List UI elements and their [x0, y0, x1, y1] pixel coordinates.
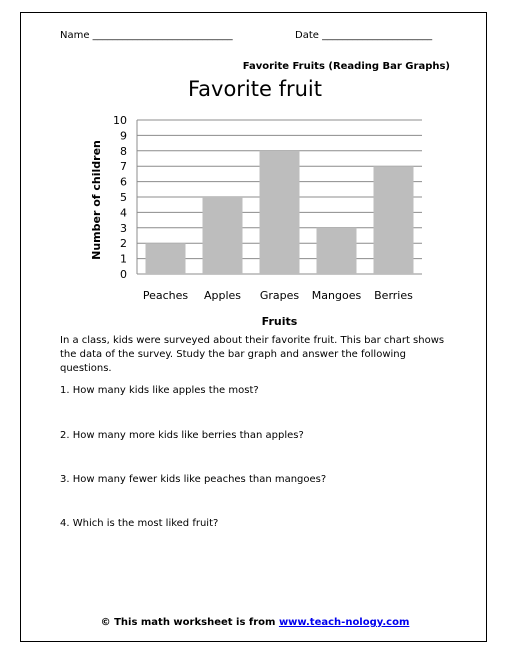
x-tick-label: Berries: [374, 289, 413, 302]
y-axis-label: Number of children: [90, 140, 103, 260]
question-1: 1. How many kids like apples the most?: [60, 385, 259, 396]
y-tick-label: 8: [120, 145, 127, 158]
y-tick-label: 1: [120, 253, 127, 266]
worksheet-border: [20, 12, 487, 642]
y-tick-label: 0: [120, 268, 127, 281]
y-tick-label: 2: [120, 237, 127, 250]
y-tick-label: 4: [120, 206, 127, 219]
intro-paragraph: In a class, kids were surveyed about the…: [60, 335, 445, 374]
question-2: 2. How many more kids like berries than …: [60, 430, 304, 441]
y-tick-label: 9: [120, 129, 127, 142]
x-axis-label: Fruits: [262, 315, 298, 328]
bar-berries: [373, 166, 414, 274]
bar-chart: 0 1 2 3 4 5 6 7 8 9 10 Peaches Apples Grapes Mangoes Be…: [90, 114, 422, 328]
y-tick-label: 5: [120, 191, 127, 204]
y-tick-label: 7: [120, 160, 127, 173]
x-tick-label: Mangoes: [312, 289, 362, 302]
date-field-label: Date ______________________: [295, 30, 433, 41]
x-tick-label: Grapes: [260, 289, 300, 302]
y-tick-label: 3: [120, 222, 127, 235]
bar-peaches: [145, 243, 186, 274]
question-3: 3. How many fewer kids like peaches than…: [60, 474, 327, 485]
x-tick-label: Peaches: [143, 289, 189, 302]
bar-mangoes: [316, 227, 357, 274]
footer-text: © This math worksheet is from: [100, 617, 279, 628]
name-field-label: Name ____________________________: [60, 30, 233, 41]
worksheet-subtitle: Favorite Fruits (Reading Bar Graphs): [242, 61, 450, 72]
x-tick-label: Apples: [204, 289, 241, 302]
question-4: 4. Which is the most liked fruit?: [60, 518, 219, 529]
chart-title: Favorite fruit: [188, 77, 322, 101]
bar-grapes: [259, 150, 300, 274]
footer: © This math worksheet is from www.teach-…: [0, 617, 510, 628]
bar-apples: [202, 197, 243, 274]
y-tick-label: 6: [120, 176, 127, 189]
y-tick-label: 10: [113, 114, 127, 127]
footer-link[interactable]: www.teach-nology.com: [278, 617, 410, 628]
